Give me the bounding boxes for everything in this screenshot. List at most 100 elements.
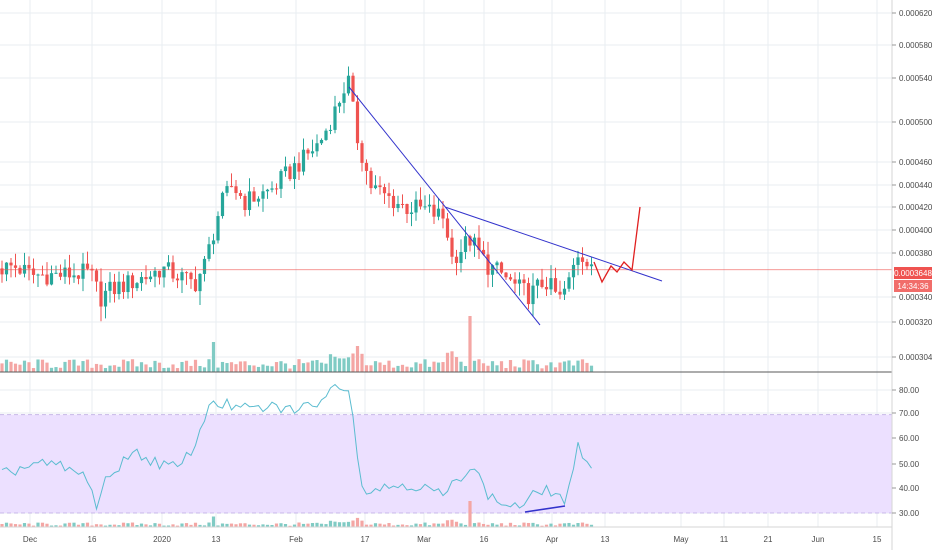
candle-body <box>580 257 585 262</box>
candle-body <box>126 275 130 293</box>
volume-bar <box>445 352 450 372</box>
rsi-divergence-line <box>524 505 566 513</box>
rsi-volume-bar <box>49 525 54 527</box>
candle-body <box>378 185 382 188</box>
volume-bar <box>72 359 76 372</box>
volume-bar <box>463 366 468 372</box>
candle-body <box>22 264 27 274</box>
candle-body <box>342 93 346 103</box>
candle-body <box>391 195 396 209</box>
candle-body <box>297 163 301 172</box>
volume-bar <box>166 367 171 372</box>
candle-body <box>288 166 292 180</box>
volume-bar <box>364 365 369 372</box>
time-axis[interactable]: Dec 16 2020 13 Feb 17 Mar 16 Apr 13 May 11 21 Jun 15 <box>23 535 882 544</box>
volume-bar <box>22 360 27 372</box>
candle-body <box>292 163 297 180</box>
rsi-volume-bar <box>360 520 364 527</box>
candle-body <box>117 281 121 295</box>
volume-bar <box>252 365 256 372</box>
volume-bar <box>540 368 544 372</box>
rsi-volume-bar <box>126 523 130 527</box>
candle-body <box>454 256 459 263</box>
rsi-volume-bar <box>580 522 585 527</box>
candle-body <box>526 283 531 305</box>
rsi-volume-bar <box>337 522 342 527</box>
rsi-volume-bar <box>333 521 337 527</box>
time-axis-tick-label: 16 <box>88 535 97 544</box>
volume-bar <box>387 360 391 372</box>
time-axis-tick-label: 2020 <box>153 535 171 544</box>
volume-bar <box>477 359 481 372</box>
candle-body <box>198 273 202 292</box>
rsi-volume-bar <box>441 523 445 527</box>
candle-body <box>162 266 166 278</box>
candle-body <box>72 275 76 278</box>
volume-bar <box>126 361 130 372</box>
price-axis-tick-label: 0.0003040 <box>899 353 932 362</box>
rsi-volume-bar <box>432 523 436 527</box>
volume-bar <box>162 367 166 372</box>
candle-body <box>0 268 4 275</box>
rsi-volume-bar <box>400 524 405 527</box>
rsi-volume-bar <box>436 523 441 527</box>
rsi-volume-bar <box>220 523 225 527</box>
rsi-volume-bar <box>76 524 81 527</box>
rsi-volume-bar <box>355 517 360 527</box>
rsi-volume-bar <box>243 523 247 527</box>
candle-body <box>27 264 31 269</box>
volume-bar <box>517 367 522 372</box>
volume-bar <box>513 366 517 372</box>
rsi-volume-bar <box>103 525 108 527</box>
volume-bar <box>261 364 265 372</box>
projection-path <box>593 206 641 284</box>
candle-body <box>513 279 517 284</box>
volume-bar <box>400 364 405 372</box>
candle-body <box>279 171 283 189</box>
volume-bar <box>576 360 580 372</box>
rsi-volume-bar <box>351 520 355 527</box>
time-axis-tick-label: 11 <box>720 535 729 544</box>
rsi-volume-bar <box>391 525 396 527</box>
volume-bar <box>112 365 117 372</box>
volume-bar <box>198 365 202 372</box>
rsi-volume-bar <box>166 525 171 527</box>
candle-body <box>252 191 256 202</box>
candle-body <box>189 272 193 280</box>
volume-bar <box>144 364 148 372</box>
rsi-pane-volume-bars <box>0 501 594 527</box>
rsi-volume-bar <box>81 523 85 527</box>
volume-bar <box>153 360 157 372</box>
candle-body <box>243 195 247 211</box>
rsi-volume-bar <box>108 524 112 527</box>
rsi-volume-bar <box>256 525 261 527</box>
candle-body <box>238 193 243 196</box>
candle-body <box>85 263 90 269</box>
volume-bar <box>558 362 562 372</box>
rsi-axis[interactable]: 80.00 70.00 60.00 50.00 40.00 30.00 <box>892 386 920 518</box>
volume-bar <box>468 316 472 372</box>
candle-body <box>436 208 441 217</box>
rsi-volume-bar <box>211 516 216 527</box>
candle-body <box>81 263 85 279</box>
rsi-band-fill <box>0 414 892 513</box>
rsi-volume-bar <box>297 522 301 527</box>
candle-body <box>481 249 486 255</box>
rsi-volume-bar <box>459 523 463 527</box>
candle-body <box>31 268 36 275</box>
rsi-volume-bar <box>54 525 58 527</box>
volume-bar <box>549 362 553 372</box>
rsi-volume-bar <box>184 523 189 527</box>
candle-body <box>508 277 513 280</box>
trendline-drawings[interactable] <box>348 86 663 513</box>
rsi-volume-bar <box>490 523 495 527</box>
rsi-volume-bar <box>342 522 346 527</box>
candle-body <box>369 170 373 189</box>
volume-bar <box>504 367 508 372</box>
rsi-volume-bar <box>207 522 211 527</box>
candle-body <box>130 275 135 289</box>
